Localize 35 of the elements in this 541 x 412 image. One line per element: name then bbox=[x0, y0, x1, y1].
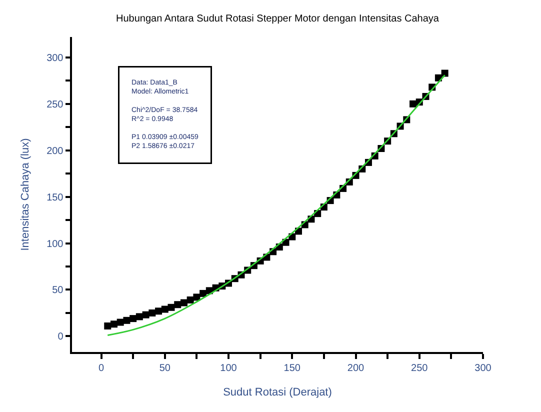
y-tick-label: 300 bbox=[46, 52, 64, 64]
point bbox=[123, 316, 130, 324]
y-tick-label: 250 bbox=[46, 99, 64, 110]
point bbox=[168, 304, 175, 311]
point bbox=[142, 311, 150, 318]
point bbox=[130, 315, 137, 322]
y-axis-title: Intensitas Cahaya (lux) bbox=[20, 138, 32, 251]
point bbox=[110, 320, 118, 328]
x-tick-label: 0 bbox=[98, 362, 104, 374]
x-tick-label: 100 bbox=[220, 362, 238, 374]
chart-title: Hubungan Antara Sudut Rotasi Stepper Motor dengan Intensitas Cahaya bbox=[116, 13, 440, 24]
x-tick-label: 300 bbox=[474, 362, 492, 374]
y-tick-label: 200 bbox=[46, 146, 64, 157]
x-tick-label: 250 bbox=[411, 362, 428, 374]
x-tick-label: 50 bbox=[159, 362, 171, 374]
point bbox=[410, 100, 417, 108]
x-tick-label: 150 bbox=[284, 362, 301, 374]
point bbox=[104, 322, 112, 330]
point bbox=[174, 301, 182, 308]
point bbox=[161, 306, 168, 313]
y-tick-label: 100 bbox=[46, 238, 64, 250]
point bbox=[136, 313, 143, 320]
point bbox=[180, 299, 188, 306]
x-axis-title: Sudut Rotasi (Derajat) bbox=[223, 386, 332, 398]
point bbox=[441, 70, 448, 77]
y-tick-label: 0 bbox=[58, 332, 64, 343]
point bbox=[148, 309, 156, 316]
point bbox=[186, 296, 194, 304]
point bbox=[193, 294, 200, 301]
point bbox=[200, 290, 207, 297]
y-tick-label: 50 bbox=[52, 285, 64, 296]
x-tick-label: 200 bbox=[347, 362, 365, 374]
point bbox=[116, 318, 124, 326]
point bbox=[155, 308, 162, 315]
y-tick-label: 150 bbox=[46, 192, 64, 204]
